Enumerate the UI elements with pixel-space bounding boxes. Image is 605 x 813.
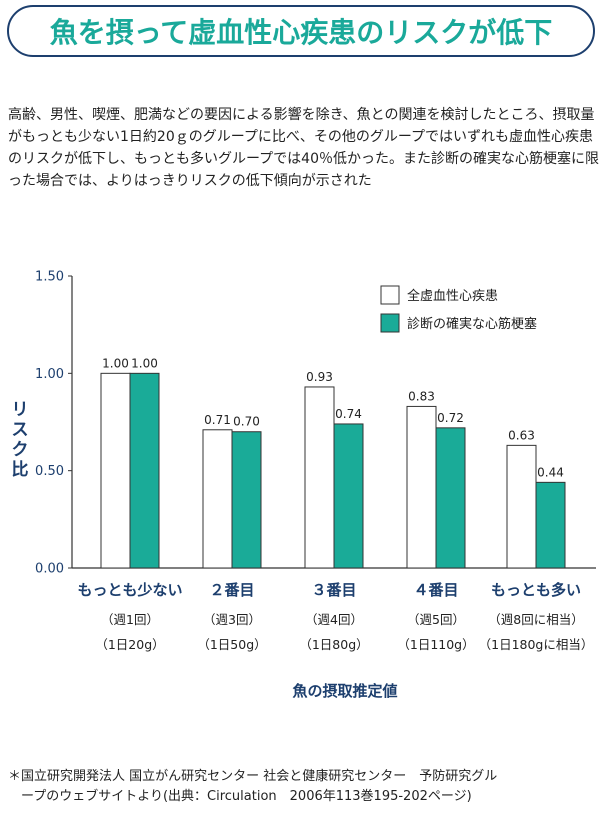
bar-mi [333,423,364,569]
data-label: 0.63 [508,428,535,442]
legend-label: 全虚血性心疾患 [407,288,498,304]
data-label: 0.71 [204,413,231,427]
bar-all-ihd [406,405,437,569]
y-axis-label-char: 比 [12,459,29,480]
x-axis-label: 魚の摂取推定値 [292,682,397,700]
x-category-label: もっとも多い [491,581,581,599]
x-category-frequency: （週5回） [407,612,465,627]
y-tick-label: 0.50 [35,464,64,479]
x-category-label: ４番目 [413,581,458,599]
data-label: 1.00 [102,356,129,370]
bar-mi [435,427,466,569]
bar-mi [129,372,160,569]
page-title: 魚を摂って虚血性心疾患のリスクが低下 [49,16,553,49]
source-footnote: ＊国立研究開発法人 国立がん研究センター 社会と健康研究センター 予防研究グル … [8,767,600,807]
data-label: 0.70 [233,415,260,429]
y-tick-label: 1.00 [35,367,64,382]
legend-swatch [380,313,400,333]
footnote-line-2: ープのウェブサイトより(出典：Circulation 2006年113巻195-… [8,789,472,804]
y-tick-label: 1.50 [35,270,64,285]
bar-mi [535,481,566,569]
y-axis-label-char: リ [12,400,29,420]
y-axis-label-char: ク [12,440,29,460]
y-tick-label: 0.00 [35,562,64,577]
data-label: 1.00 [131,356,158,370]
lead-paragraph: 高齢、男性、喫煙、肥満などの要因による影響を除き、魚との関連を検討したところ、摂… [8,107,599,189]
x-category-amount: （1日50g） [197,637,266,652]
x-category-frequency: （週3回） [203,612,261,627]
data-label: 0.83 [408,389,435,403]
x-category-amount: （1日110g） [397,637,474,652]
legend-label: 診断の確実な心筋梗塞 [407,316,537,332]
footnote-line-1: ＊国立研究開発法人 国立がん研究センター 社会と健康研究センター 予防研究グル [8,769,498,784]
bar-all-ihd [304,386,335,569]
x-category-amount: （1日20g） [95,637,164,652]
y-axis-label-char: ス [12,420,29,440]
x-category-amount: （1日180gに相当） [479,637,594,652]
x-category-frequency: （週8回に相当） [488,612,583,627]
data-label: 0.44 [537,465,564,479]
x-category-label: もっとも少ない [77,581,182,599]
x-category-label: ２番目 [209,581,254,599]
x-category-label: ３番目 [311,581,356,599]
bar-all-ihd [506,444,537,569]
bar-all-ihd [100,372,131,569]
data-label: 0.74 [335,407,362,421]
data-label: 0.72 [437,411,464,425]
bar-mi [231,431,262,569]
x-category-frequency: （週4回） [305,612,363,627]
x-category-frequency: （週1回） [101,612,159,627]
x-category-amount: （1日80g） [299,637,368,652]
data-label: 0.93 [306,370,333,384]
bar-all-ihd [202,429,233,569]
legend-swatch [380,285,400,305]
title-banner: 魚を摂って虚血性心疾患のリスクが低下 [7,5,595,57]
